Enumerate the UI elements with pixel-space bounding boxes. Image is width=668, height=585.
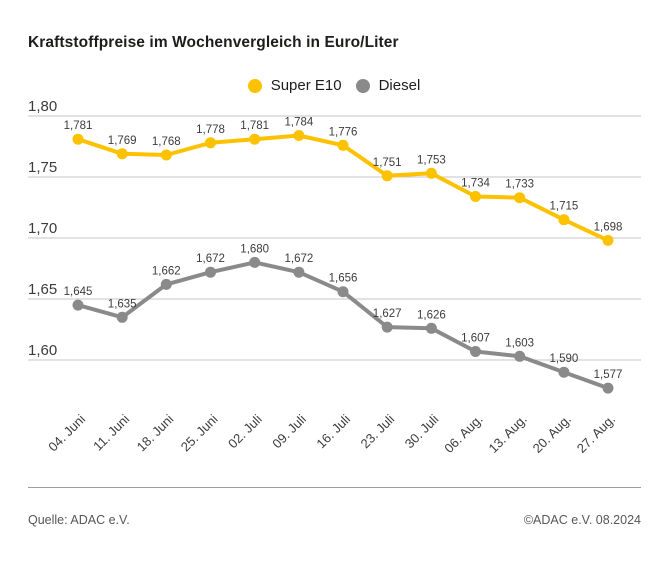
value-label-diesel: 1,680 — [240, 243, 269, 255]
data-point-diesel — [293, 266, 305, 278]
x-tick-label: 20. Aug. — [530, 412, 574, 456]
data-point-diesel — [249, 256, 261, 268]
data-point-super-e10 — [514, 192, 526, 204]
data-point-super-e10 — [205, 137, 216, 149]
value-label-super-e10: 1,715 — [550, 201, 579, 213]
data-point-super-e10 — [558, 214, 570, 226]
x-tick-label: 23. Juli — [358, 411, 398, 451]
data-point-diesel — [337, 286, 349, 298]
value-label-diesel: 1,627 — [373, 308, 402, 320]
x-tick-label: 30. Juli — [402, 411, 442, 451]
data-point-diesel — [381, 321, 393, 333]
data-point-super-e10 — [470, 191, 481, 202]
value-label-super-e10: 1,751 — [373, 157, 402, 169]
super-e10-dot-icon — [247, 78, 262, 93]
value-label-super-e10: 1,769 — [108, 135, 137, 147]
data-point-diesel — [205, 266, 216, 278]
value-label-super-e10: 1,776 — [329, 126, 358, 138]
data-point-super-e10 — [249, 133, 261, 145]
y-tick-label: 1,65 — [28, 281, 57, 298]
value-label-diesel: 1,645 — [64, 286, 93, 298]
footer-divider — [28, 487, 641, 488]
value-label-super-e10: 1,733 — [505, 179, 534, 191]
data-point-diesel — [470, 346, 481, 357]
value-label-diesel: 1,626 — [417, 309, 446, 321]
legend-item-diesel: Diesel — [355, 77, 421, 94]
copyright-text: ©ADAC e.V. 08.2024 — [523, 513, 641, 527]
x-tick-label: 13. Aug. — [485, 412, 529, 456]
data-point-diesel — [72, 299, 84, 311]
value-label-diesel: 1,662 — [152, 265, 181, 277]
value-label-diesel: 1,603 — [505, 337, 534, 349]
value-label-diesel: 1,656 — [329, 273, 358, 285]
chart-legend: Super E10 Diesel — [0, 77, 668, 94]
y-tick-label: 1,75 — [28, 159, 57, 176]
value-label-diesel: 1,607 — [461, 333, 490, 345]
value-label-super-e10: 1,781 — [64, 120, 93, 132]
page-title: Kraftstoffpreise im Wochenvergleich in E… — [28, 34, 399, 51]
data-point-super-e10 — [72, 133, 84, 145]
x-tick-label: 04. Juni — [45, 411, 88, 454]
value-label-super-e10: 1,781 — [240, 120, 269, 132]
y-tick-label: 1,60 — [28, 342, 57, 359]
data-point-super-e10 — [337, 139, 349, 151]
legend-label-diesel: Diesel — [378, 77, 421, 94]
data-point-diesel — [160, 278, 172, 290]
legend-item-super-e10: Super E10 — [247, 77, 342, 94]
data-point-super-e10 — [293, 130, 305, 141]
data-point-diesel — [514, 350, 526, 362]
data-point-super-e10 — [425, 167, 437, 179]
value-label-super-e10: 1,734 — [461, 178, 490, 190]
y-tick-label: 1,70 — [28, 220, 57, 237]
x-tick-label: 25. Juni — [178, 411, 221, 454]
value-label-super-e10: 1,784 — [285, 117, 314, 129]
data-point-super-e10 — [381, 170, 393, 182]
x-tick-label: 18. Juni — [134, 411, 177, 454]
value-label-diesel: 1,635 — [108, 298, 137, 310]
value-label-diesel: 1,577 — [594, 369, 623, 381]
x-tick-label: 16. Juli — [313, 411, 353, 451]
x-tick-label: 09. Juli — [269, 411, 309, 451]
value-label-super-e10: 1,698 — [594, 221, 623, 233]
data-point-diesel — [425, 322, 437, 334]
value-label-diesel: 1,672 — [285, 253, 314, 265]
legend-label-super-e10: Super E10 — [270, 77, 342, 94]
data-point-diesel — [602, 382, 614, 394]
data-point-diesel — [558, 366, 570, 378]
value-label-diesel: 1,672 — [196, 253, 225, 265]
source-text: Quelle: ADAC e.V. — [28, 513, 130, 527]
data-point-diesel — [116, 311, 128, 323]
price-chart: 1,80 1,75 1,70 1,65 1,60 04. Juni 11. Juni 18. … — [28, 98, 641, 456]
x-tick-label: 02. Juli — [225, 411, 265, 451]
diesel-dot-icon — [355, 78, 370, 93]
data-point-super-e10 — [160, 149, 172, 161]
y-tick-label: 1,80 — [28, 98, 57, 115]
x-tick-label: 27. Aug. — [574, 412, 618, 456]
x-tick-label: 06. Aug. — [441, 412, 485, 456]
value-label-super-e10: 1,753 — [417, 154, 446, 166]
value-label-super-e10: 1,778 — [196, 124, 225, 136]
value-label-super-e10: 1,768 — [152, 136, 181, 148]
x-tick-label: 11. Juni — [90, 411, 132, 453]
value-label-diesel: 1,590 — [550, 353, 579, 365]
data-point-super-e10 — [602, 234, 614, 246]
data-point-super-e10 — [116, 148, 128, 160]
